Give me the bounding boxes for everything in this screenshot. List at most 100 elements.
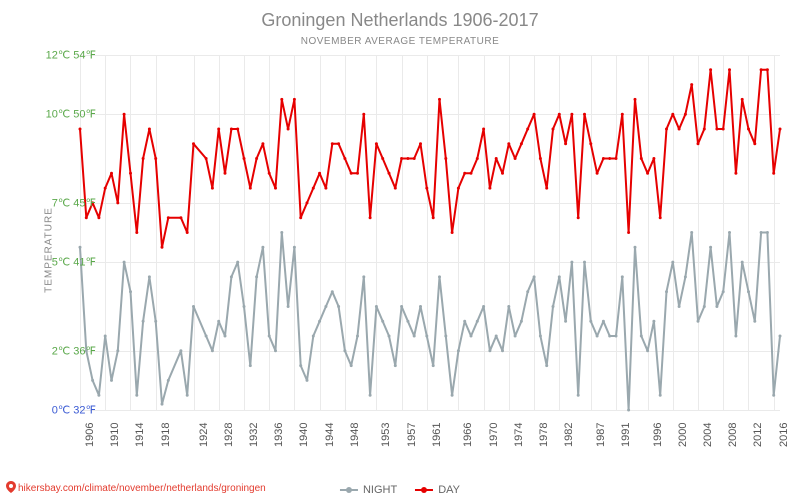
- series-marker: [457, 349, 460, 352]
- series-marker: [224, 335, 227, 338]
- series-marker: [142, 320, 145, 323]
- series-marker: [123, 261, 126, 264]
- series-marker: [381, 320, 384, 323]
- x-tick-label: 1953: [380, 423, 392, 447]
- series-marker: [621, 275, 624, 278]
- x-tick-label: 1978: [538, 423, 550, 447]
- series-marker: [488, 187, 491, 190]
- x-tick-label: 2004: [702, 423, 714, 447]
- series-marker: [779, 335, 782, 338]
- y-tick-label: 12℃ 54℉: [26, 49, 96, 62]
- series-marker: [356, 335, 359, 338]
- source-attribution: hikersbay.com/climate/november/netherlan…: [6, 481, 266, 496]
- series-marker: [684, 275, 687, 278]
- series-marker: [432, 216, 435, 219]
- series-line-night: [80, 233, 780, 411]
- series-marker: [558, 113, 561, 116]
- series-marker: [116, 201, 119, 204]
- series-marker: [501, 349, 504, 352]
- series-marker: [640, 157, 643, 160]
- series-marker: [747, 128, 750, 131]
- series-marker: [690, 231, 693, 234]
- series-marker: [161, 403, 164, 406]
- series-marker: [369, 394, 372, 397]
- x-tick-label: 1974: [513, 423, 525, 447]
- series-marker: [678, 128, 681, 131]
- series-marker: [312, 335, 315, 338]
- series-marker: [564, 142, 567, 145]
- x-tick-label: 1970: [488, 423, 500, 447]
- series-marker: [444, 157, 447, 160]
- series-marker: [526, 128, 529, 131]
- series-marker: [161, 246, 164, 249]
- series-marker: [779, 128, 782, 131]
- series-marker: [97, 394, 100, 397]
- series-marker: [280, 231, 283, 234]
- series-marker: [400, 157, 403, 160]
- series-marker: [514, 335, 517, 338]
- series-marker: [217, 320, 220, 323]
- series-marker: [646, 172, 649, 175]
- series-marker: [381, 157, 384, 160]
- series-marker: [659, 394, 662, 397]
- series-marker: [570, 113, 573, 116]
- series-marker: [514, 157, 517, 160]
- series-marker: [760, 231, 763, 234]
- series-marker: [482, 305, 485, 308]
- series-marker: [470, 172, 473, 175]
- series-marker: [715, 128, 718, 131]
- series-marker: [488, 349, 491, 352]
- series-marker: [413, 335, 416, 338]
- series-marker: [243, 157, 246, 160]
- series-marker: [520, 320, 523, 323]
- x-tick-label: 1914: [134, 423, 146, 447]
- series-marker: [343, 157, 346, 160]
- series-marker: [545, 187, 548, 190]
- series-marker: [640, 335, 643, 338]
- series-marker: [306, 379, 309, 382]
- series-marker: [274, 187, 277, 190]
- series-marker: [634, 246, 637, 249]
- series-marker: [255, 157, 258, 160]
- series-marker: [249, 187, 252, 190]
- series-marker: [583, 261, 586, 264]
- series-marker: [268, 335, 271, 338]
- series-marker: [451, 231, 454, 234]
- series-marker: [362, 275, 365, 278]
- series-marker: [570, 261, 573, 264]
- series-marker: [413, 157, 416, 160]
- series-marker: [432, 364, 435, 367]
- series-marker: [709, 68, 712, 71]
- series-marker: [665, 128, 668, 131]
- series-marker: [337, 142, 340, 145]
- series-marker: [722, 290, 725, 293]
- series-marker: [230, 275, 233, 278]
- series-marker: [741, 98, 744, 101]
- series-marker: [545, 364, 548, 367]
- series-marker: [299, 216, 302, 219]
- series-marker: [337, 305, 340, 308]
- series-marker: [747, 290, 750, 293]
- series-marker: [697, 320, 700, 323]
- x-tick-label: 2008: [727, 423, 739, 447]
- series-marker: [261, 246, 264, 249]
- series-marker: [306, 201, 309, 204]
- series-marker: [457, 187, 460, 190]
- series-marker: [766, 231, 769, 234]
- series-marker: [293, 98, 296, 101]
- series-marker: [627, 409, 630, 412]
- series-marker: [236, 261, 239, 264]
- series-marker: [507, 142, 510, 145]
- x-axis-ticks: 1906191019141918192419281932193619401944…: [80, 415, 780, 475]
- series-marker: [665, 290, 668, 293]
- series-marker: [520, 142, 523, 145]
- series-marker: [217, 128, 220, 131]
- series-marker: [148, 128, 151, 131]
- series-marker: [533, 275, 536, 278]
- series-marker: [652, 320, 655, 323]
- series-marker: [596, 172, 599, 175]
- series-marker: [154, 320, 157, 323]
- y-axis-label: TEMPERATURE: [43, 207, 54, 293]
- x-tick-label: 1940: [298, 423, 310, 447]
- series-marker: [766, 68, 769, 71]
